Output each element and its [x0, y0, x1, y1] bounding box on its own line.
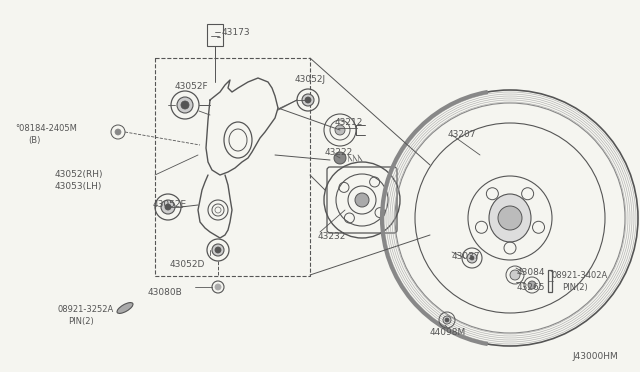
Circle shape	[445, 318, 449, 322]
Text: 43037: 43037	[452, 252, 481, 261]
Text: 08921-3252A: 08921-3252A	[58, 305, 115, 314]
Circle shape	[335, 125, 345, 135]
Bar	[548, 270, 552, 292]
Text: 08921-3402A: 08921-3402A	[552, 271, 608, 280]
Text: PIN(2): PIN(2)	[562, 283, 588, 292]
Circle shape	[165, 204, 171, 210]
Text: 43052E: 43052E	[153, 200, 187, 209]
Text: 43232: 43232	[318, 232, 346, 241]
Text: 43207: 43207	[448, 130, 477, 139]
Text: PIN(2): PIN(2)	[68, 317, 93, 326]
Circle shape	[215, 284, 221, 290]
Ellipse shape	[489, 194, 531, 242]
Circle shape	[215, 247, 221, 253]
Circle shape	[467, 253, 477, 263]
Text: 43080B: 43080B	[148, 288, 183, 297]
Circle shape	[161, 200, 175, 214]
Text: 43265: 43265	[517, 283, 545, 292]
Text: 43212: 43212	[335, 118, 364, 127]
Circle shape	[498, 206, 522, 230]
Text: °08184-2405M: °08184-2405M	[15, 124, 77, 133]
Bar	[207, 24, 223, 46]
Circle shape	[212, 244, 224, 256]
Text: 43084: 43084	[517, 268, 545, 277]
Text: 43052(RH): 43052(RH)	[55, 170, 104, 179]
Circle shape	[470, 256, 474, 260]
Circle shape	[302, 94, 314, 106]
Text: J43000HM: J43000HM	[572, 352, 618, 361]
Text: 43173: 43173	[222, 28, 251, 37]
Text: 44098M: 44098M	[430, 328, 467, 337]
Circle shape	[305, 97, 311, 103]
Circle shape	[528, 281, 536, 289]
Text: 43222: 43222	[325, 148, 353, 157]
Text: (B): (B)	[28, 136, 40, 145]
Circle shape	[510, 270, 520, 280]
Bar	[155, 58, 310, 276]
Text: 43053(LH): 43053(LH)	[55, 182, 102, 191]
Circle shape	[177, 97, 193, 113]
Text: 43052D: 43052D	[170, 260, 205, 269]
Text: 43052J: 43052J	[295, 75, 326, 84]
Text: 43052F: 43052F	[175, 82, 209, 91]
Circle shape	[443, 316, 451, 324]
Circle shape	[334, 152, 346, 164]
Circle shape	[355, 193, 369, 207]
Ellipse shape	[117, 302, 133, 314]
Circle shape	[181, 101, 189, 109]
Circle shape	[115, 129, 121, 135]
